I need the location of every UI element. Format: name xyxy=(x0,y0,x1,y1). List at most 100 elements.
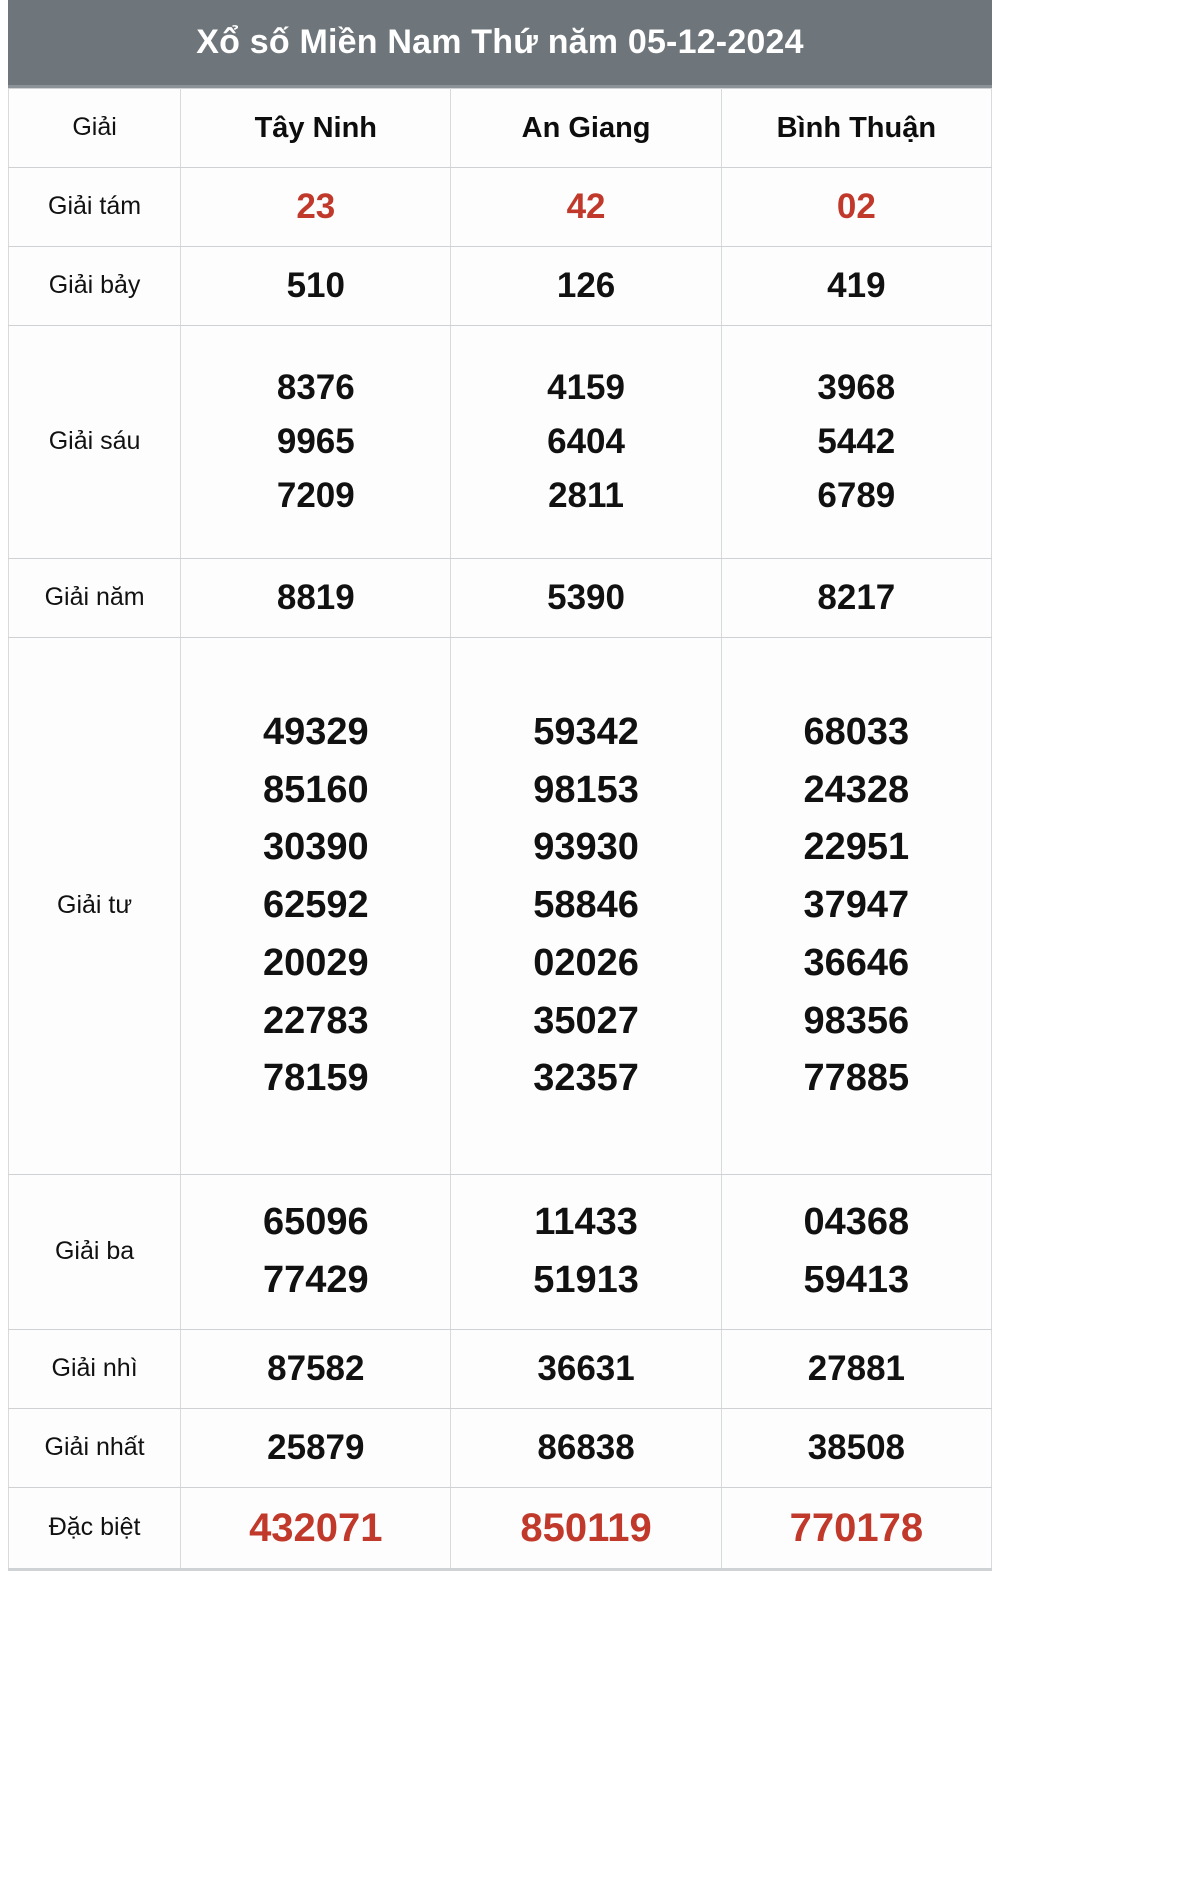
column-header-an-giang: An Giang xyxy=(450,88,722,168)
prize-numbers: 4159 6404 2811 xyxy=(451,361,720,524)
prize-numbers: 419 xyxy=(722,259,991,313)
prize-numbers: 25879 xyxy=(181,1421,450,1475)
prize-numbers: 86838 xyxy=(451,1421,720,1475)
column-header-tay-ninh-text: Tây Ninh xyxy=(254,111,378,144)
prize-number: 37947 xyxy=(803,884,910,927)
table-row: Giải tám 23 42 02 xyxy=(7,167,993,247)
prize-number: 59342 xyxy=(533,711,639,754)
prize-number: 3968 xyxy=(817,367,896,407)
prize-numbers: 42 xyxy=(451,180,720,234)
prize-cell-tay-ninh-giai-nam: 8819 xyxy=(180,558,452,638)
bottom-divider xyxy=(8,1569,992,1587)
prize-label-cell-giai-ba: Giải ba xyxy=(7,1174,182,1330)
prize-numbers: 23 xyxy=(181,180,450,234)
prize-cell-an-giang-giai-tu: 59342 98153 93930 58846 02026 35027 32357 xyxy=(450,637,722,1175)
prize-numbers: 770178 xyxy=(722,1498,991,1558)
prize-label-text: Giải nhất xyxy=(44,1433,145,1462)
prize-numbers: 04368 59413 xyxy=(722,1194,991,1309)
prize-cell-binh-thuan-dac-biet: 770178 xyxy=(720,1487,993,1569)
prize-cell-binh-thuan-giai-tam: 02 xyxy=(720,167,993,247)
table-row: Giải nhất 25879 86838 38508 xyxy=(7,1408,993,1488)
table-body: Giải Tây Ninh An Giang Bình Thuận Giải t… xyxy=(7,88,993,1569)
prize-number: 510 xyxy=(286,265,345,305)
prize-numbers: 8819 xyxy=(181,571,450,625)
prize-label-cell-dac-biet: Đặc biệt xyxy=(7,1487,182,1569)
prize-numbers: 432071 xyxy=(181,1498,450,1558)
table-header-row: Giải Tây Ninh An Giang Bình Thuận xyxy=(7,88,993,168)
prize-number: 27881 xyxy=(807,1348,906,1388)
prize-number: 23 xyxy=(296,186,336,226)
prize-number: 36631 xyxy=(537,1348,635,1388)
prize-number: 78159 xyxy=(262,1057,369,1100)
prize-cell-binh-thuan-giai-nhi: 27881 xyxy=(720,1329,993,1409)
prize-number: 02 xyxy=(836,186,876,226)
table-row: Giải tư 49329 85160 30390 62592 20029 22783 781… xyxy=(7,637,993,1175)
prize-number: 87582 xyxy=(267,1348,365,1388)
prize-label-text: Giải sáu xyxy=(48,427,141,456)
prize-number: 02026 xyxy=(533,941,639,984)
prize-cell-an-giang-dac-biet: 850119 xyxy=(450,1487,722,1569)
prize-number: 5390 xyxy=(547,577,625,617)
prize-number: 04368 xyxy=(803,1201,910,1244)
prize-label-text: Giải ba xyxy=(54,1237,135,1266)
column-header-label-text: Giải xyxy=(72,113,117,142)
prize-numbers: 126 xyxy=(451,259,720,313)
prize-numbers: 36631 xyxy=(451,1342,720,1396)
prize-numbers: 510 xyxy=(181,259,450,313)
prize-numbers: 87582 xyxy=(181,1342,450,1396)
prize-number: 432071 xyxy=(249,1506,383,1550)
prize-number: 770178 xyxy=(789,1506,924,1550)
prize-cell-an-giang-giai-nam: 5390 xyxy=(450,558,722,638)
prize-cell-binh-thuan-giai-tu: 68033 24328 22951 37947 36646 98356 77885 xyxy=(720,637,993,1175)
prize-number: 22951 xyxy=(803,826,910,869)
prize-cell-binh-thuan-giai-bay: 419 xyxy=(720,246,993,326)
prize-number: 5442 xyxy=(817,421,896,461)
prize-label-text: Giải nhì xyxy=(51,1354,138,1383)
prize-cell-tay-ninh-giai-tu: 49329 85160 30390 62592 20029 22783 78159 xyxy=(180,637,452,1175)
prize-numbers: 59342 98153 93930 58846 02026 35027 32357 xyxy=(451,704,720,1108)
prize-number: 98356 xyxy=(803,999,910,1042)
column-header-label: Giải xyxy=(7,88,182,168)
column-header-binh-thuan: Bình Thuận xyxy=(720,88,993,168)
prize-label-cell-giai-nhi: Giải nhì xyxy=(7,1329,182,1409)
prize-number: 2811 xyxy=(548,476,625,516)
prize-number: 85160 xyxy=(262,768,369,811)
table-row: Đặc biệt 432071 850119 770178 xyxy=(7,1487,993,1569)
prize-number: 850119 xyxy=(520,1506,652,1550)
prize-number: 65096 xyxy=(262,1201,369,1244)
lottery-result-table: Giải Tây Ninh An Giang Bình Thuận Giải t… xyxy=(7,88,993,1569)
prize-label-text: Giải tư xyxy=(57,891,133,920)
prize-number: 98153 xyxy=(533,768,639,811)
table-row: Giải sáu 8376 9965 7209 4159 6404 2811 3968 5442… xyxy=(7,325,993,559)
prize-number: 35027 xyxy=(533,999,639,1042)
lottery-result-page: Xổ số Miền Nam Thứ năm 05-12-2024 Giải T… xyxy=(7,0,993,1587)
prize-numbers: 27881 xyxy=(722,1342,991,1396)
prize-numbers: 8376 9965 7209 xyxy=(181,361,450,524)
prize-cell-tay-ninh-giai-sau: 8376 9965 7209 xyxy=(180,325,452,559)
prize-cell-binh-thuan-giai-sau: 3968 5442 6789 xyxy=(720,325,993,559)
prize-cell-tay-ninh-giai-nhi: 87582 xyxy=(180,1329,452,1409)
prize-number: 86838 xyxy=(537,1427,635,1467)
column-header-tay-ninh: Tây Ninh xyxy=(180,88,452,168)
column-header-binh-thuan-text: Bình Thuận xyxy=(776,111,937,144)
prize-cell-binh-thuan-giai-nhat: 38508 xyxy=(720,1408,993,1488)
prize-number: 62592 xyxy=(262,884,369,927)
prize-number: 36646 xyxy=(803,941,910,984)
prize-numbers: 38508 xyxy=(722,1421,991,1475)
page-header: Xổ số Miền Nam Thứ năm 05-12-2024 xyxy=(8,0,992,88)
prize-numbers: 8217 xyxy=(722,571,991,625)
prize-cell-an-giang-giai-bay: 126 xyxy=(450,246,722,326)
prize-numbers: 49329 85160 30390 62592 20029 22783 78159 xyxy=(181,704,450,1108)
prize-number: 8376 xyxy=(276,367,355,407)
prize-number: 51913 xyxy=(533,1259,639,1301)
prize-cell-binh-thuan-giai-nam: 8217 xyxy=(720,558,993,638)
prize-number: 42 xyxy=(566,186,606,226)
prize-number: 58846 xyxy=(533,884,639,927)
prize-cell-an-giang-giai-tam: 42 xyxy=(450,167,722,247)
prize-cell-tay-ninh-giai-tam: 23 xyxy=(180,167,452,247)
prize-number: 77429 xyxy=(262,1259,369,1301)
prize-number: 38508 xyxy=(807,1427,906,1467)
prize-number: 11433 xyxy=(534,1201,638,1244)
table-row: Giải ba 65096 77429 11433 51913 04368 59413 xyxy=(7,1174,993,1330)
prize-number: 32357 xyxy=(533,1057,639,1100)
